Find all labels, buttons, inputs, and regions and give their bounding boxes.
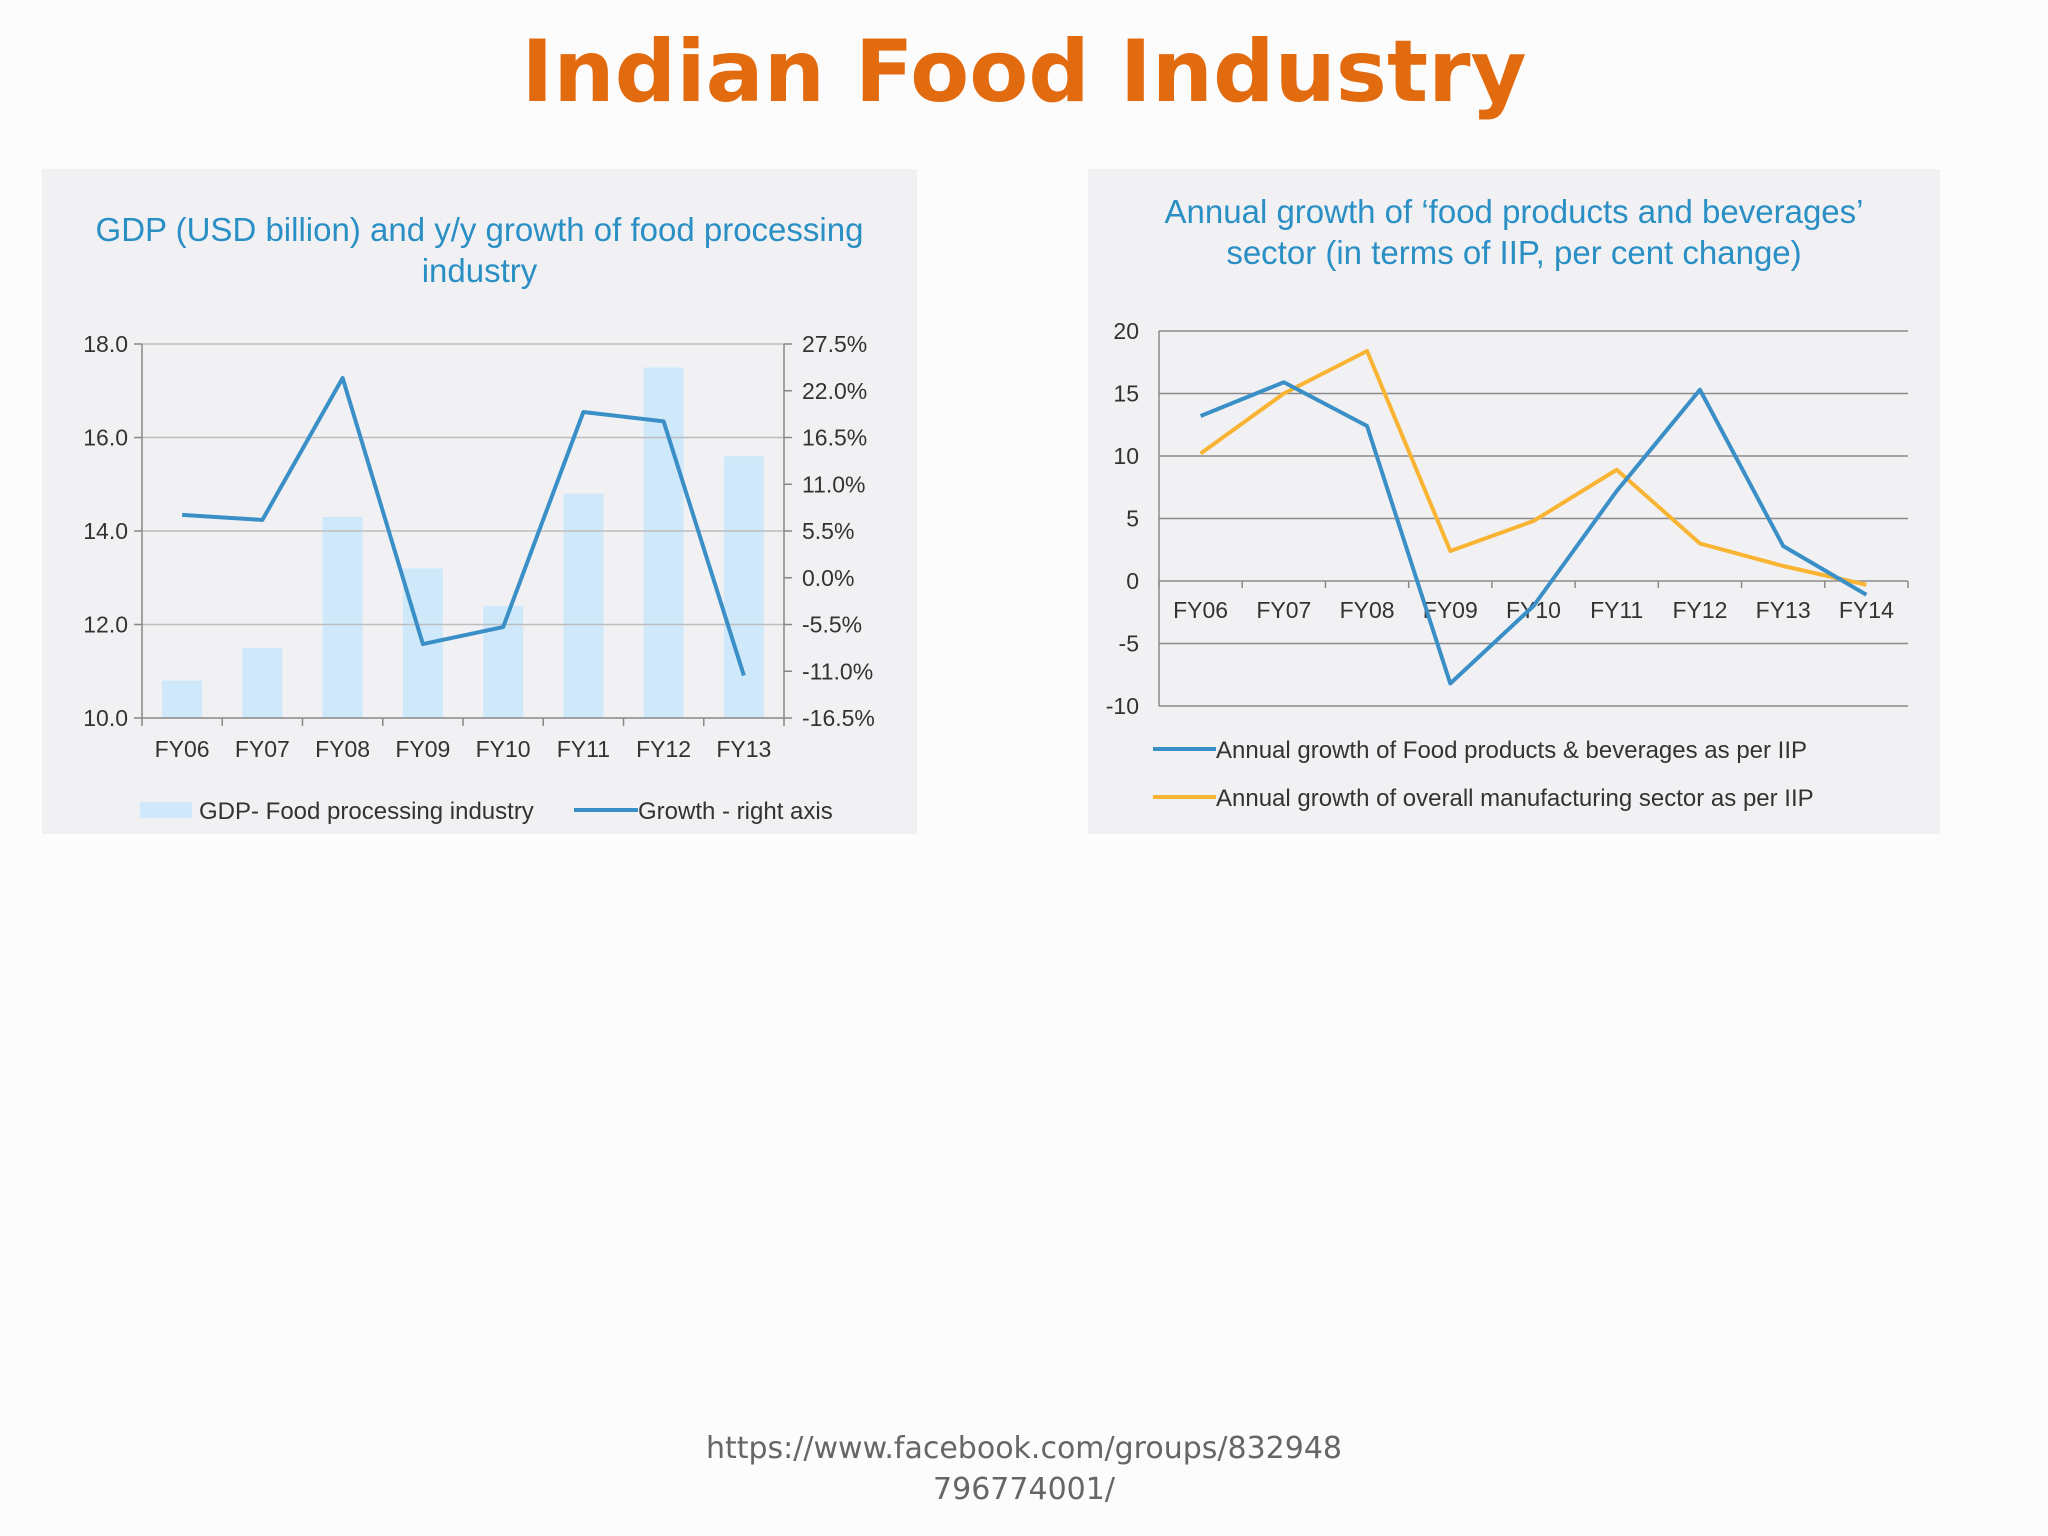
y-tick-label: 16.0 xyxy=(83,425,128,451)
x-tick-label: FY10 xyxy=(476,736,531,762)
chart-title: GDP (USD billion) and y/y growth of food… xyxy=(95,211,864,289)
manufacturing-line xyxy=(1199,349,1867,587)
y-tick-label: 20 xyxy=(1113,318,1139,344)
legend-swatch-gdp xyxy=(140,802,192,818)
source-link[interactable]: https://www.facebook.com/groups/832948 7… xyxy=(0,1428,2048,1510)
y2-tick-label: 5.5% xyxy=(802,518,854,544)
x-tick-label: FY10 xyxy=(1506,597,1561,623)
gdp-bar xyxy=(563,493,604,718)
iip-growth-chart-panel: Annual growth of ‘food products and beve… xyxy=(1088,169,1940,834)
growth-line xyxy=(181,376,746,677)
source-line-1: https://www.facebook.com/groups/832948 xyxy=(705,1431,1343,1466)
x-tick-label: FY13 xyxy=(1756,597,1811,623)
gdp-growth-chart: 18.0 16.0 14.0 12.0 10.0 27.5% 22.0% 16.5% 11.0%… xyxy=(83,331,875,825)
x-tick-label: FY07 xyxy=(1256,597,1311,623)
y-tick-label: 5 xyxy=(1126,506,1139,532)
x-tick-label: FY06 xyxy=(1173,597,1228,623)
chart-title: Annual growth of ‘food products and beve… xyxy=(1164,193,1864,271)
x-tick-label: FY11 xyxy=(1590,597,1643,623)
x-tick-label: FY09 xyxy=(1423,597,1478,623)
y-tick-label: -10 xyxy=(1106,693,1139,719)
y-tick-label: 12.0 xyxy=(83,612,128,638)
y-tick-label: 10 xyxy=(1113,443,1139,469)
gdp-bar xyxy=(723,456,764,718)
y2-tick-label: 0.0% xyxy=(802,565,854,591)
legend-label: Annual growth of overall manufacturing s… xyxy=(1216,785,1814,812)
gdp-bar xyxy=(322,516,363,718)
x-tick-label: FY06 xyxy=(155,736,210,762)
x-tick-label: FY07 xyxy=(235,736,290,762)
gdp-bar xyxy=(162,680,203,718)
iip-growth-chart: 20 15 10 5 0 -5 -10 FY06 FY07 FY08 FY09 FY10 FY11 FY1… xyxy=(1106,318,1909,812)
x-tick-label: FY08 xyxy=(315,736,370,762)
y2-tick-label: -16.5% xyxy=(802,705,875,731)
x-tick-label: FY08 xyxy=(1340,597,1395,623)
legend-label: Annual growth of Food products & beverag… xyxy=(1216,737,1807,764)
x-tick-label: FY13 xyxy=(716,736,771,762)
x-tick-label: FY09 xyxy=(395,736,450,762)
source-line-2: 796774001/ xyxy=(933,1472,1115,1507)
y-tick-label: -5 xyxy=(1119,631,1139,657)
gdp-bar xyxy=(242,647,283,718)
y-tick-label: 15 xyxy=(1113,381,1139,407)
slide-title: Indian Food Industry xyxy=(521,22,1527,122)
gdp-growth-chart-panel: GDP (USD billion) and y/y growth of food… xyxy=(42,169,917,834)
x-tick-label: FY12 xyxy=(1672,597,1727,623)
legend-label: GDP- Food processing industry xyxy=(199,798,534,825)
x-tick-label: FY14 xyxy=(1839,597,1894,623)
legend-label: Growth - right axis xyxy=(638,798,833,825)
y-tick-label: 14.0 xyxy=(83,518,128,544)
y2-tick-label: -11.0% xyxy=(802,658,873,684)
y-tick-label: 18.0 xyxy=(83,331,128,357)
x-tick-label: FY12 xyxy=(636,736,691,762)
y2-tick-label: 22.0% xyxy=(802,378,867,404)
y2-tick-label: 16.5% xyxy=(802,425,867,451)
y2-tick-label: 27.5% xyxy=(802,331,867,357)
y-tick-label: 0 xyxy=(1126,568,1139,594)
y2-tick-label: 11.0% xyxy=(802,471,866,497)
y-tick-label: 10.0 xyxy=(83,705,128,731)
x-tick-label: FY11 xyxy=(557,736,610,762)
y2-tick-label: -5.5% xyxy=(802,612,862,638)
food-products-line xyxy=(1199,380,1868,686)
